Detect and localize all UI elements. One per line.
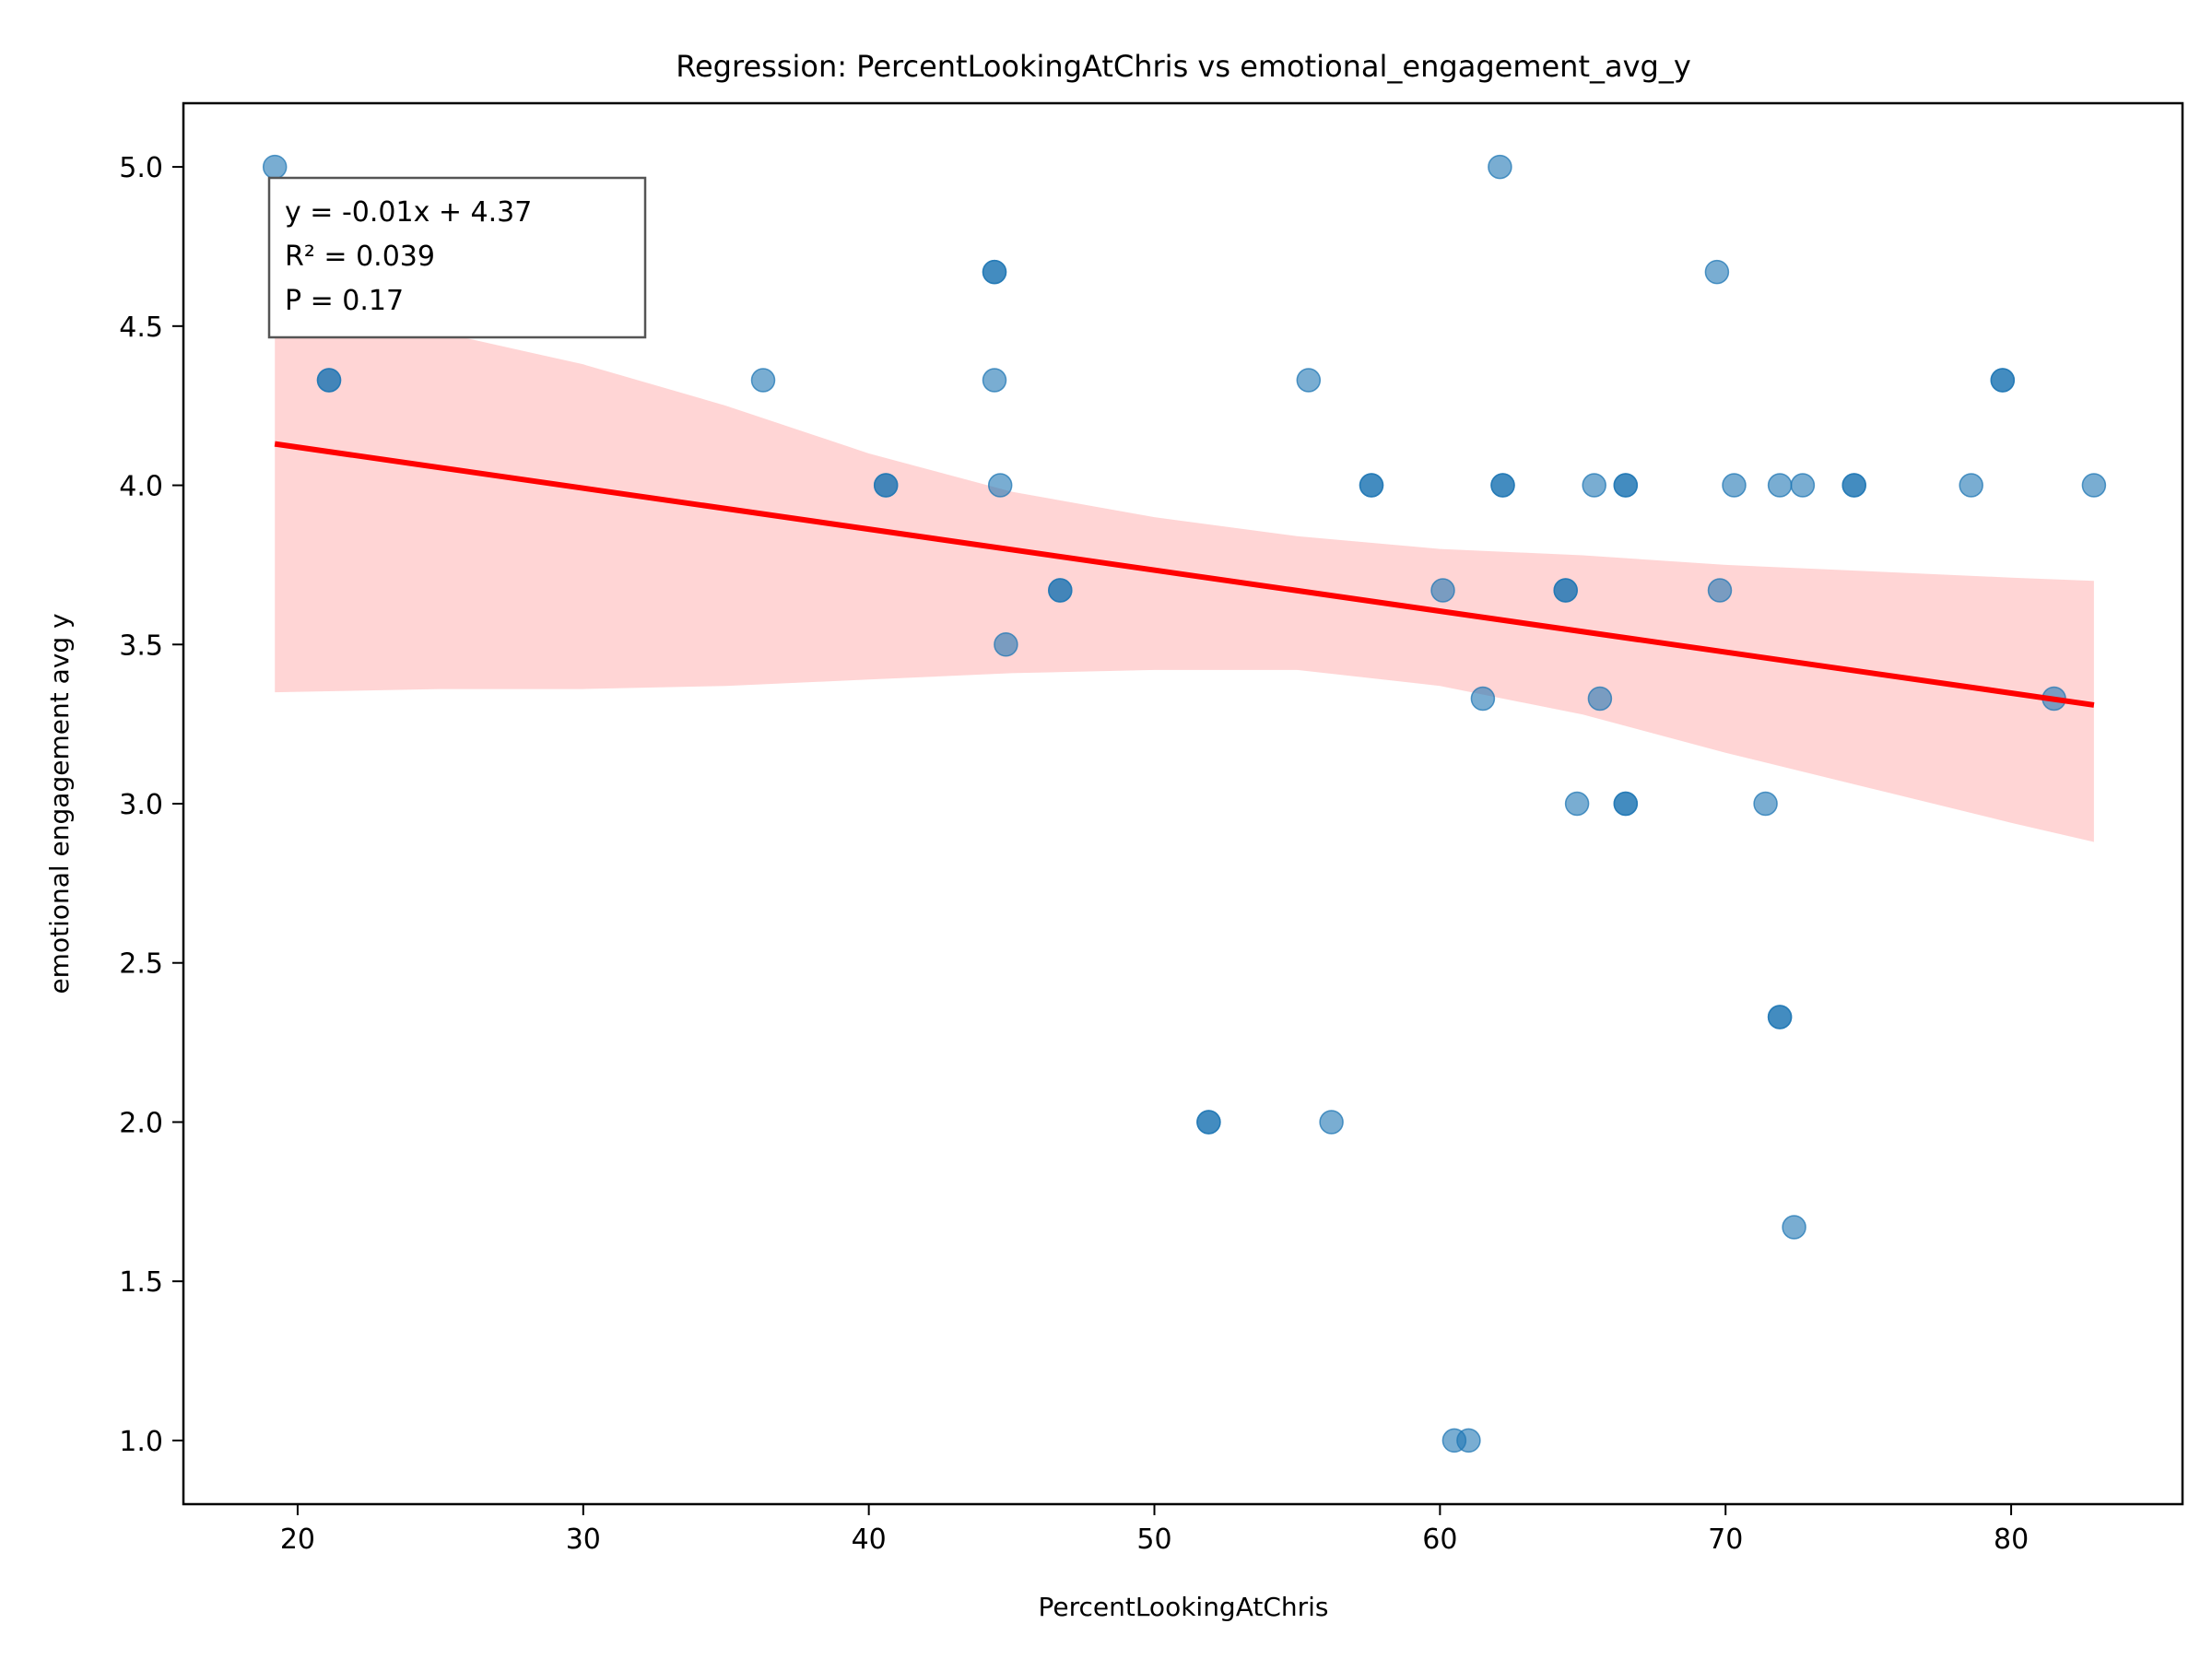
x-tick-label: 80: [1994, 1524, 2029, 1556]
scatter-point: [1049, 579, 1072, 602]
x-tick-label: 70: [1708, 1524, 1743, 1556]
scatter-point: [2082, 474, 2105, 497]
scatter-point: [1360, 474, 1383, 497]
scatter-point: [1297, 369, 1320, 392]
x-tick-label: 50: [1136, 1524, 1171, 1556]
scatter-point: [1842, 474, 1865, 497]
y-tick-label: 4.5: [119, 312, 163, 344]
scatter-point: [1588, 688, 1611, 711]
scatter-point: [1769, 474, 1792, 497]
scatter-point: [983, 369, 1006, 392]
scatter-point: [1320, 1111, 1343, 1134]
y-tick-label: 3.5: [119, 629, 163, 662]
scatter-point: [318, 369, 341, 392]
y-tick-label: 5.0: [119, 152, 163, 184]
scatter-point: [1783, 1216, 1806, 1239]
scatter-point: [983, 261, 1006, 284]
scatter-point: [989, 474, 1012, 497]
scatter-point: [1566, 793, 1589, 816]
chart-title: Regression: PercentLookingAtChris vs emo…: [676, 49, 1691, 84]
scatter-point: [1491, 474, 1514, 497]
y-tick-label: 1.0: [119, 1426, 163, 1458]
x-axis-label: PercentLookingAtChris: [1038, 1592, 1328, 1622]
y-tick-label: 4.0: [119, 471, 163, 503]
scatter-point: [1723, 474, 1746, 497]
scatter-point: [1583, 474, 1606, 497]
y-tick-label: 2.5: [119, 948, 163, 981]
scatter-point: [1431, 579, 1454, 602]
scatter-point: [1457, 1429, 1480, 1452]
regression-stats-box: y = -0.01x + 4.37 R² = 0.039 P = 0.17: [269, 178, 645, 337]
scatter-point: [752, 369, 775, 392]
stats-equation: y = -0.01x + 4.37: [285, 196, 532, 229]
scatter-point: [1705, 261, 1728, 284]
x-tick-label: 30: [566, 1524, 601, 1556]
scatter-point: [1991, 369, 2014, 392]
y-tick-label: 1.5: [119, 1266, 163, 1299]
scatter-point: [1554, 579, 1577, 602]
x-tick-label: 40: [852, 1524, 887, 1556]
scatter-point: [264, 156, 287, 179]
scatter-point: [1488, 156, 1512, 179]
scatter-point: [994, 633, 1018, 656]
y-tick-label: 2.0: [119, 1107, 163, 1139]
scatter-point: [1791, 474, 1814, 497]
scatter-point: [1614, 474, 1637, 497]
scatter-point: [1197, 1111, 1220, 1134]
scatter-point: [875, 474, 898, 497]
scatter-point: [1754, 793, 1777, 816]
scatter-point: [1769, 1006, 1792, 1029]
y-axis-label: emotional engagement avg y: [44, 613, 75, 994]
stats-r-squared: R² = 0.039: [285, 241, 435, 273]
scatter-point: [1709, 579, 1732, 602]
stats-p-value: P = 0.17: [285, 285, 404, 317]
y-tick-label: 3.0: [119, 789, 163, 821]
scatter-point: [1614, 793, 1637, 816]
x-tick-label: 20: [280, 1524, 315, 1556]
x-tick-label: 60: [1422, 1524, 1457, 1556]
scatter-point: [1959, 474, 1983, 497]
scatter-point: [1471, 688, 1494, 711]
